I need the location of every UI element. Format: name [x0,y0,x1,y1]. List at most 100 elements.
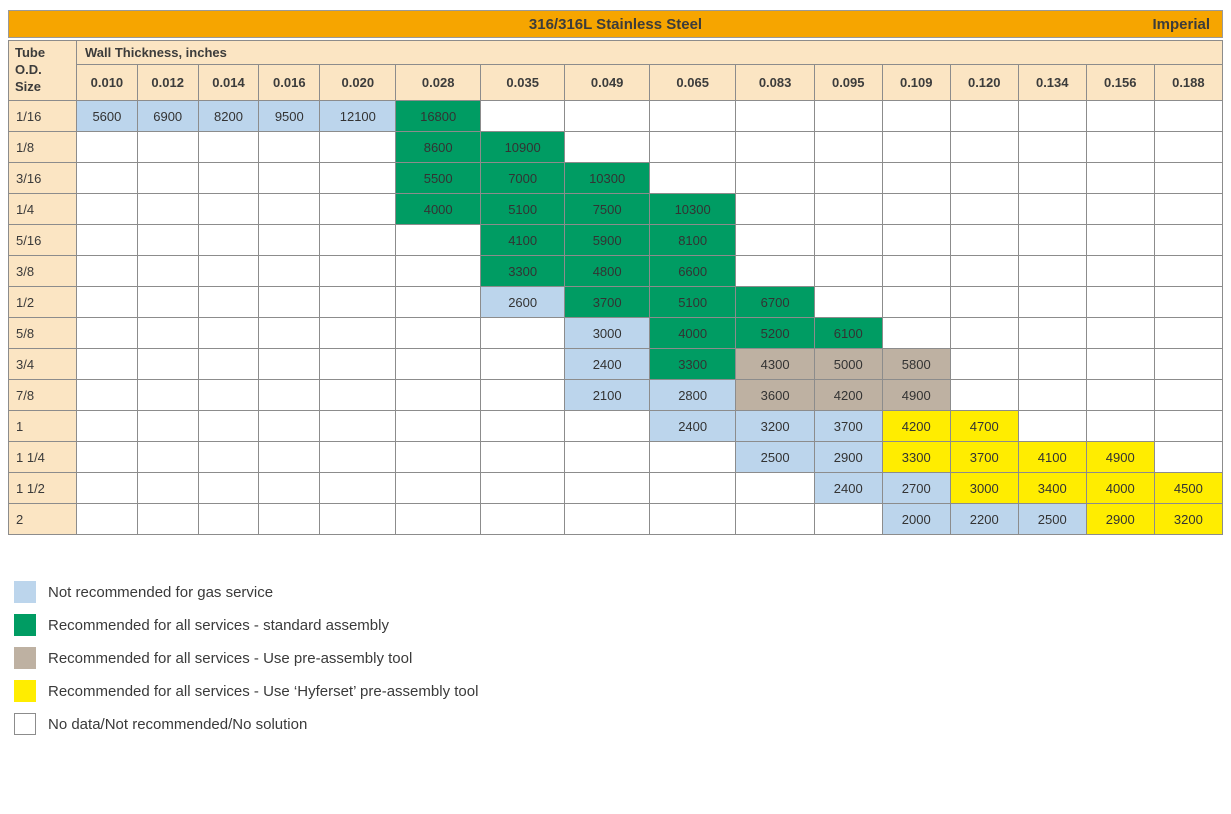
empty-cell [76,472,138,504]
rating-cell-blue: 2900 [813,441,883,473]
empty-cell [949,224,1019,256]
empty-cell [1153,193,1224,225]
table-row: 7/8 2100 2800 3600 4200 4900 [8,379,1224,411]
rating-cell-green: 10900 [479,131,566,163]
empty-cell [319,224,397,256]
table-row: 5/16 4100 5900 8100 [8,224,1224,256]
legend-label: Recommended for all services - Use ‘Hyfe… [48,682,479,700]
empty-cell [949,379,1019,411]
thickness-column-header: 0.120 [949,64,1019,101]
rating-cell-green: 4000 [648,317,737,349]
tube-od-size-label: 1 [8,410,77,442]
empty-cell [76,162,138,194]
empty-cell [76,131,138,163]
empty-cell [1085,193,1155,225]
thickness-column-header: 0.028 [395,64,481,101]
empty-cell [76,379,138,411]
rating-cell-yellow: 4200 [881,410,951,442]
empty-cell [949,193,1019,225]
rating-cell-green: 6100 [813,317,883,349]
table-row: 1/8 8600 10900 [8,131,1224,163]
empty-cell [76,317,138,349]
empty-cell [319,410,397,442]
empty-cell [564,410,650,442]
empty-cell [735,503,815,535]
empty-cell [1017,162,1087,194]
empty-cell [395,472,481,504]
empty-cell [1085,317,1155,349]
empty-cell [813,131,883,163]
table-row: 3/16 5500 7000 10300 [8,162,1224,194]
legend-swatch-yellow [14,680,36,702]
empty-cell [1085,162,1155,194]
legend-swatch-tan [14,647,36,669]
rating-cell-blue: 3000 [564,317,650,349]
empty-cell [1085,224,1155,256]
empty-cell [1017,348,1087,380]
tube-od-size-label: 1/4 [8,193,77,225]
empty-cell [1153,255,1224,287]
table-row: 3/4 2400 3300 4300 5000 5800 [8,348,1224,380]
legend-swatch-white [14,713,36,735]
empty-cell [319,472,397,504]
empty-cell [197,255,260,287]
legend-label: No data/Not recommended/No solution [48,715,308,733]
rating-cell-blue: 3200 [735,410,815,442]
empty-cell [564,100,650,132]
header-row-group: Tube O.D. Size Wall Thickness, inches [8,40,1223,101]
empty-cell [136,503,199,535]
rating-cell-green: 5100 [648,286,737,318]
empty-cell [949,348,1019,380]
row-header-label: Tube O.D. Size [8,40,77,101]
legend-item-green: Recommended for all services - standard … [14,614,1223,636]
empty-cell [881,131,951,163]
thickness-column-header: 0.010 [76,64,138,101]
empty-cell [197,317,260,349]
empty-cell [1085,255,1155,287]
empty-cell [881,317,951,349]
empty-cell [1017,100,1087,132]
empty-cell [136,441,199,473]
rating-cell-blue: 2600 [479,286,566,318]
table-row: 1/2 2600 3700 5100 6700 [8,286,1224,318]
rating-cell-tan: 5000 [813,348,883,380]
rating-cell-tan: 4900 [881,379,951,411]
rating-cell-yellow: 2900 [1085,503,1155,535]
thickness-column-header: 0.016 [258,64,321,101]
empty-cell [648,503,737,535]
empty-cell [319,317,397,349]
empty-cell [136,286,199,318]
tube-od-size-label: 3/8 [8,255,77,287]
rating-cell-blue: 2400 [813,472,883,504]
empty-cell [881,162,951,194]
empty-cell [949,286,1019,318]
rating-cell-green: 4000 [395,193,481,225]
empty-cell [479,472,566,504]
empty-cell [76,348,138,380]
empty-cell [881,224,951,256]
empty-cell [258,379,321,411]
empty-cell [949,255,1019,287]
empty-cell [319,162,397,194]
legend-item-blue: Not recommended for gas service [14,581,1223,603]
rating-cell-yellow: 3200 [1153,503,1224,535]
tube-od-size-label: 7/8 [8,379,77,411]
rating-cell-yellow: 4700 [949,410,1019,442]
empty-cell [76,224,138,256]
rating-cell-blue: 9500 [258,100,321,132]
empty-cell [564,503,650,535]
legend-swatch-blue [14,581,36,603]
empty-cell [76,410,138,442]
empty-cell [197,286,260,318]
empty-cell [813,193,883,225]
rating-cell-yellow: 4500 [1153,472,1224,504]
legend-item-white: No data/Not recommended/No solution [14,713,1223,735]
rating-cell-yellow: 3400 [1017,472,1087,504]
empty-cell [1017,379,1087,411]
empty-cell [136,162,199,194]
empty-cell [136,317,199,349]
empty-cell [813,286,883,318]
empty-cell [648,472,737,504]
table-row: 1/16 5600 6900 8200 9500 12100 16800 [8,100,1224,132]
rating-cell-yellow: 3000 [949,472,1019,504]
